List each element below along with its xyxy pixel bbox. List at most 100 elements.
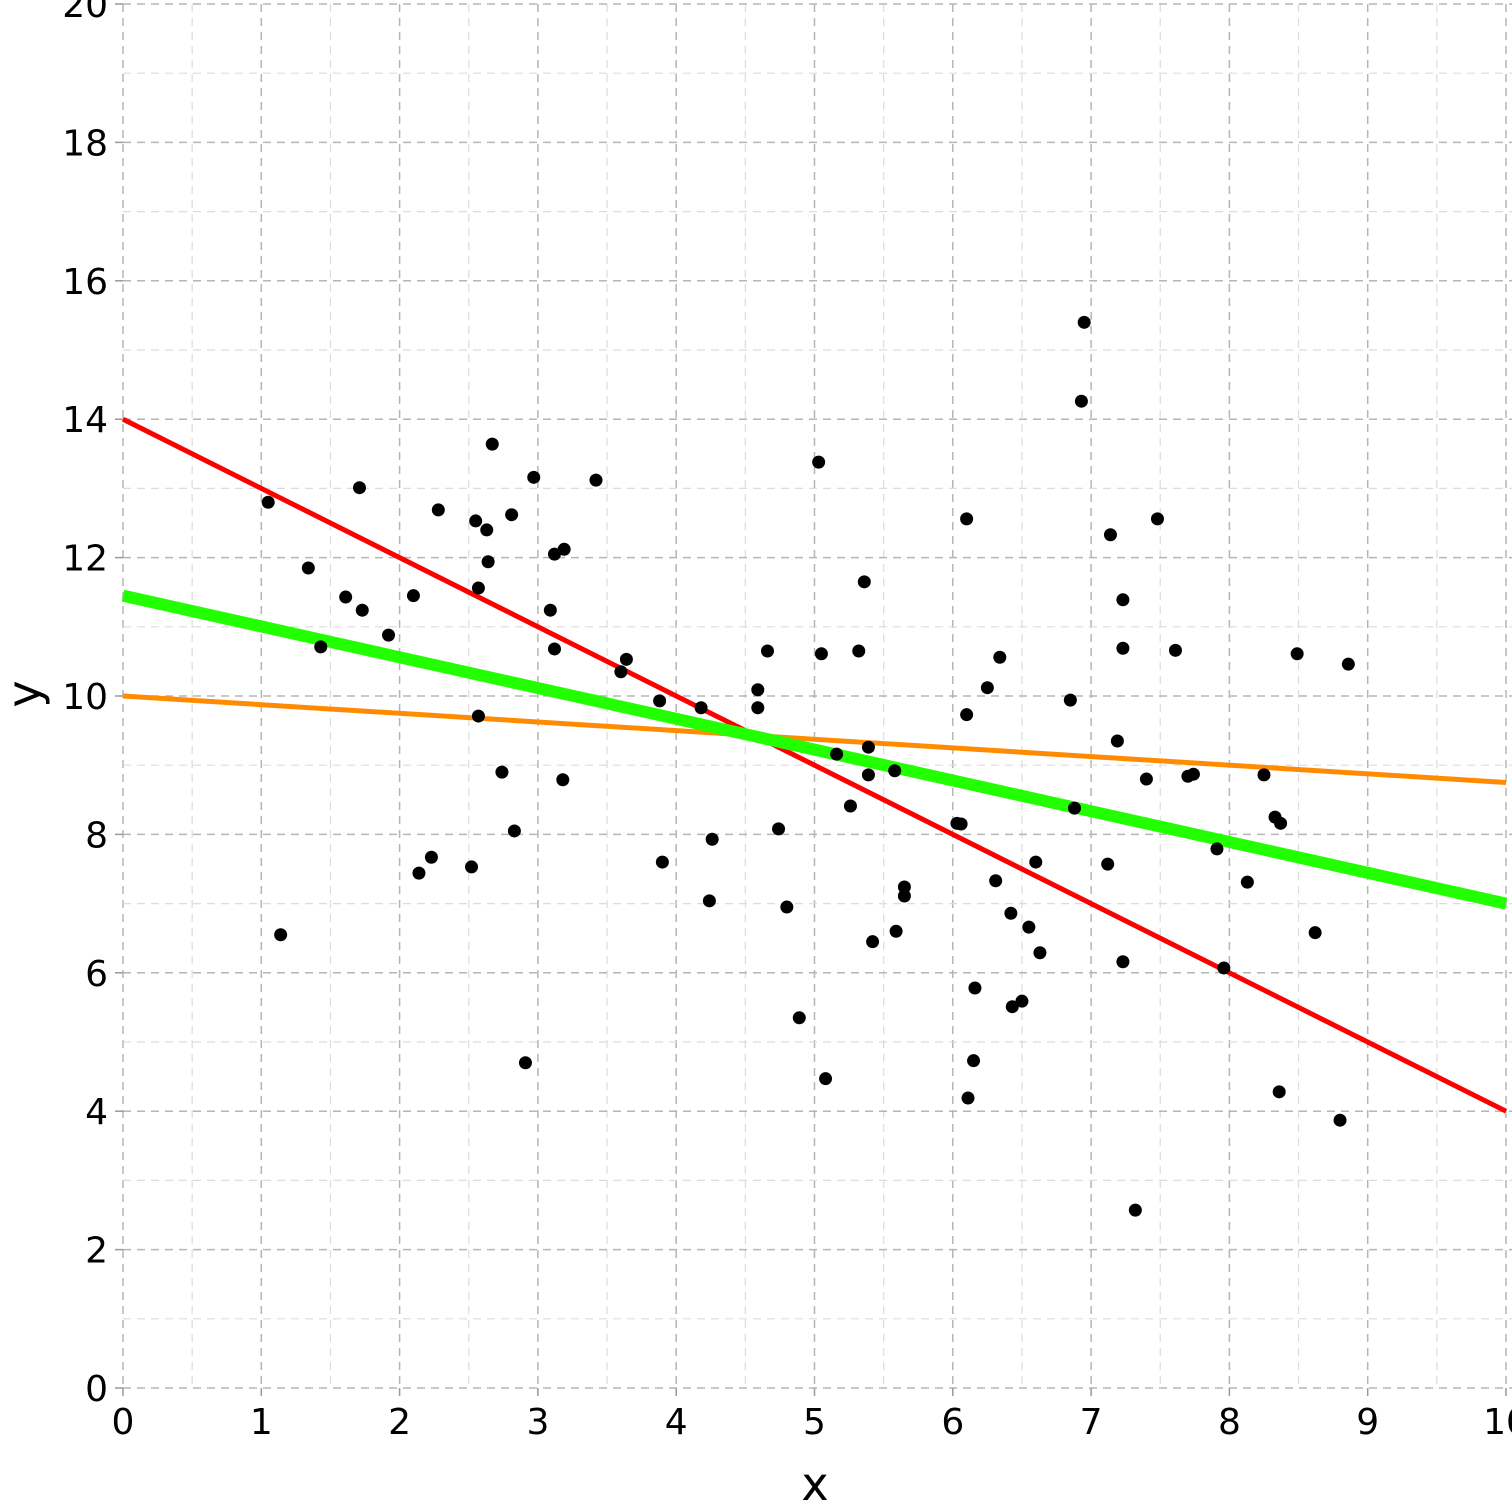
data-point	[339, 590, 353, 604]
data-point	[382, 628, 396, 642]
data-point	[1274, 816, 1288, 830]
data-point	[780, 900, 794, 914]
data-point	[1068, 801, 1082, 815]
y-tick-label: 6	[85, 954, 108, 995]
data-point	[1168, 643, 1182, 657]
data-point	[469, 514, 483, 528]
data-point	[819, 1072, 833, 1086]
x-tick-label: 8	[1218, 1402, 1241, 1443]
data-point	[412, 866, 426, 880]
data-point	[1240, 875, 1254, 889]
data-point	[1116, 955, 1130, 969]
data-point	[993, 650, 1007, 664]
y-axis-label: y	[0, 680, 51, 707]
data-point	[1074, 394, 1088, 408]
data-point	[889, 924, 903, 938]
y-tick-label: 14	[62, 400, 108, 441]
data-point	[527, 470, 541, 484]
data-point	[471, 709, 485, 723]
data-point	[1341, 657, 1355, 671]
fit-line	[121, 416, 1508, 1114]
data-point	[505, 508, 519, 522]
data-point	[792, 1011, 806, 1025]
x-tick-label: 4	[665, 1402, 688, 1443]
data-point	[653, 694, 667, 708]
data-point	[857, 575, 871, 589]
data-point	[274, 928, 288, 942]
data-point	[989, 874, 1003, 888]
data-point	[556, 773, 570, 787]
fit-line	[122, 693, 1507, 785]
y-tick-label: 20	[62, 0, 108, 26]
data-point	[751, 683, 765, 697]
data-point	[960, 708, 974, 722]
data-point	[1029, 855, 1043, 869]
data-point	[1272, 1085, 1286, 1099]
data-point	[1110, 734, 1124, 748]
data-point	[314, 640, 328, 654]
data-point	[1005, 1000, 1019, 1014]
data-point	[480, 523, 494, 537]
data-point	[968, 981, 982, 995]
data-points	[261, 315, 1355, 1217]
y-tick-label: 18	[62, 123, 108, 164]
data-point	[614, 665, 628, 679]
data-point	[1290, 647, 1304, 661]
x-tick-label: 2	[388, 1402, 411, 1443]
data-point	[406, 589, 420, 603]
data-point	[1063, 693, 1077, 707]
data-point	[897, 880, 911, 894]
y-tick-label: 8	[85, 815, 108, 856]
data-point	[1033, 946, 1047, 960]
data-point	[543, 603, 557, 617]
data-point	[1186, 767, 1200, 781]
data-point	[1308, 926, 1322, 940]
data-point	[861, 768, 875, 782]
data-point	[1015, 994, 1029, 1008]
data-point	[960, 512, 974, 526]
data-point	[861, 740, 875, 754]
data-point	[1257, 768, 1271, 782]
data-point	[547, 547, 561, 561]
grid	[122, 3, 1512, 1389]
data-point	[465, 860, 479, 874]
data-point	[355, 603, 369, 617]
data-point	[1101, 857, 1115, 871]
data-point	[866, 935, 880, 949]
data-point	[814, 647, 828, 661]
data-point	[1210, 842, 1224, 856]
data-point	[888, 764, 902, 778]
data-point	[471, 581, 485, 595]
data-point	[694, 701, 708, 715]
x-tick-label: 5	[803, 1402, 826, 1443]
data-point	[1022, 920, 1036, 934]
data-point	[557, 542, 571, 556]
data-point	[843, 799, 857, 813]
data-point	[967, 1054, 981, 1068]
data-point	[507, 824, 521, 838]
data-point	[518, 1056, 532, 1070]
data-point	[431, 503, 445, 517]
data-point	[897, 889, 911, 903]
data-point	[424, 850, 438, 864]
x-axis-label: x	[801, 1457, 828, 1511]
data-point	[1150, 512, 1164, 526]
data-point	[619, 652, 633, 666]
data-point	[589, 473, 603, 487]
data-point	[1103, 528, 1117, 542]
data-point	[751, 701, 765, 715]
data-point	[301, 561, 315, 575]
data-point	[655, 855, 669, 869]
data-point	[961, 1091, 975, 1105]
data-point	[954, 817, 968, 831]
data-point	[852, 644, 866, 658]
fit-line	[121, 589, 1508, 910]
data-point	[481, 555, 495, 569]
data-point	[1077, 315, 1091, 329]
data-point	[830, 747, 844, 761]
data-point	[980, 681, 994, 695]
data-point	[772, 822, 786, 836]
y-tick-label: 2	[85, 1231, 108, 1272]
data-point	[547, 642, 561, 656]
